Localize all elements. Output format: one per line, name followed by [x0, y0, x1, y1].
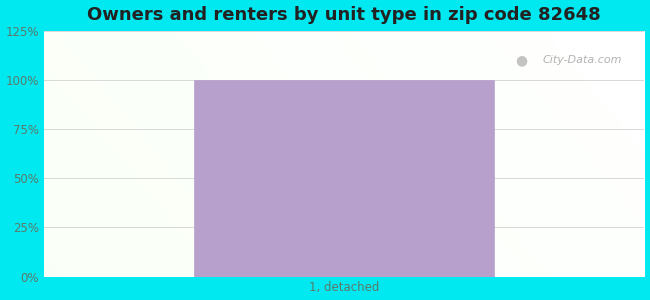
Text: ●: ● [515, 53, 527, 67]
Bar [194, 80, 494, 277]
Title: Owners and renters by unit type in zip code 82648: Owners and renters by unit type in zip c… [87, 6, 601, 24]
Text: City-Data.com: City-Data.com [542, 55, 622, 65]
